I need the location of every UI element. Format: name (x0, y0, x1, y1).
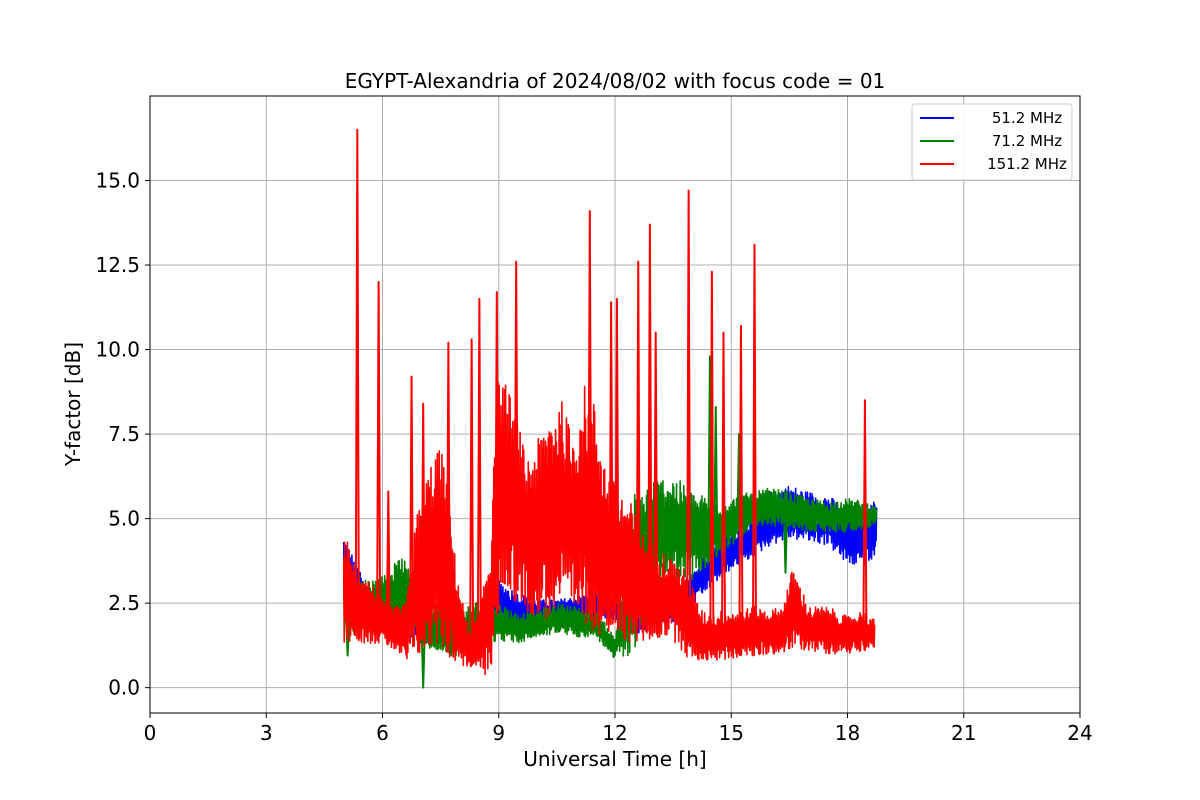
series-spike (494, 291, 500, 611)
y-tick-label: 15.0 (95, 169, 140, 193)
x-tick-label: 18 (835, 721, 860, 745)
series-spike (608, 301, 614, 625)
x-tick-label: 6 (376, 721, 389, 745)
series-spike (587, 209, 593, 615)
series-spike (476, 297, 482, 658)
chart-title: EGYPT-Alexandria of 2024/08/02 with focu… (345, 69, 886, 93)
series-spike (653, 331, 659, 627)
series-spike (420, 402, 426, 644)
series-spike (647, 223, 653, 628)
x-tick-label: 21 (951, 721, 976, 745)
axis-ticks: 0 3 6 9 12 15 18 21 24 0.0 2.5 5.0 7.5 10.0 12.5 15.0 (95, 169, 1092, 745)
y-axis-label: Y-factor [dB] (61, 342, 85, 467)
legend-label: 51.2 MHz (992, 109, 1062, 127)
series-spike (713, 406, 719, 549)
legend-box (911, 103, 1073, 181)
series-spike (686, 189, 692, 648)
plot-series (342, 128, 878, 689)
series-spike (445, 341, 451, 644)
series-spike (614, 297, 620, 627)
x-tick-label: 24 (1067, 721, 1092, 745)
x-axis-label: Universal Time [h] (523, 747, 706, 771)
series-spike (738, 324, 744, 644)
legend-label: 151.2 MHz (987, 155, 1067, 173)
y-tick-label: 12.5 (95, 253, 140, 277)
series-spike (709, 270, 715, 648)
series-spike (409, 375, 415, 648)
series-spike (385, 490, 391, 634)
x-tick-label: 0 (144, 721, 157, 745)
series-spike (720, 331, 727, 648)
y-tick-label: 7.5 (108, 422, 140, 446)
series-spike (354, 128, 360, 628)
x-tick-label: 9 (492, 721, 505, 745)
series-spike (469, 338, 475, 655)
y-tick-label: 10.0 (95, 338, 140, 362)
series-spike (782, 511, 789, 574)
legend-label: 71.2 MHz (992, 132, 1062, 150)
y-tick-label: 0.0 (108, 676, 140, 700)
series-71-2-mhz (342, 355, 878, 689)
series-spike (376, 280, 382, 631)
y-tick-label: 5.0 (108, 507, 140, 531)
x-tick-label: 3 (260, 721, 273, 745)
x-tick-label: 12 (602, 721, 627, 745)
series-spike (420, 627, 426, 689)
series-line (342, 382, 876, 676)
series-spike (862, 399, 868, 637)
legend: 51.2 MHz 71.2 MHz 151.2 MHz (911, 103, 1073, 181)
x-tick-label: 15 (719, 721, 744, 745)
series-spike (635, 260, 641, 631)
y-tick-label: 2.5 (108, 591, 140, 615)
series-spike (513, 260, 519, 591)
series-spike (751, 243, 758, 644)
series-151-2-mhz (342, 128, 876, 676)
